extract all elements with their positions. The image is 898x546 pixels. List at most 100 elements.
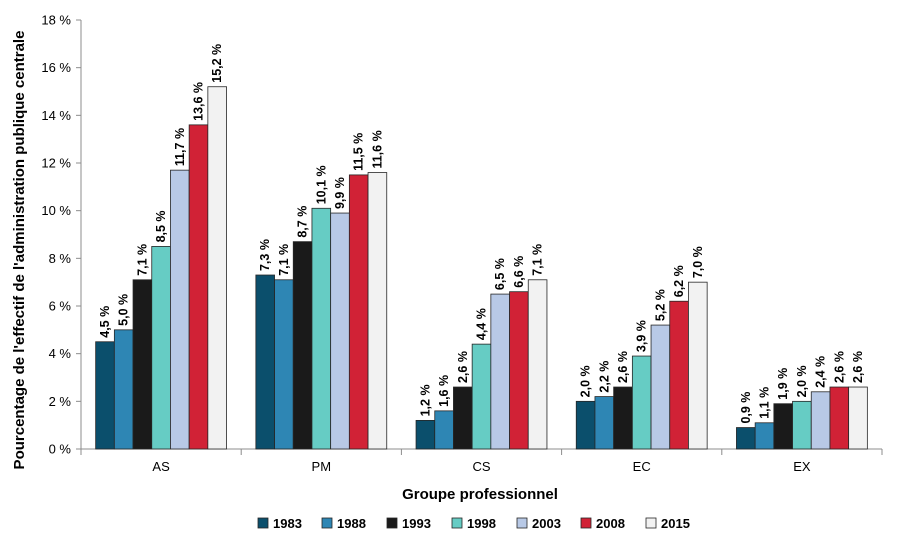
- y-tick-label: 14 %: [41, 108, 71, 123]
- bar-2008-EX: [829, 386, 850, 450]
- data-label: 6,6 %: [512, 256, 526, 288]
- y-tick-label: 12 %: [41, 156, 71, 171]
- data-label: 2,4 %: [814, 356, 828, 388]
- category-label: CS: [472, 459, 490, 474]
- bar-1998-EX: [792, 400, 812, 450]
- bar-2008-PM: [348, 174, 369, 450]
- bar-1993-EX: [773, 403, 793, 450]
- data-label: 2,6 %: [456, 351, 470, 383]
- bar-1998-PM: [311, 207, 332, 450]
- data-label: 2,6 %: [851, 351, 865, 383]
- bar-2003-EX: [810, 391, 831, 450]
- bar-2003-AS: [170, 169, 190, 450]
- data-label: 11,6 %: [370, 130, 384, 168]
- bar-2003-CS: [490, 293, 510, 450]
- data-label: 13,6 %: [192, 82, 206, 121]
- legend-label-2008: 2008: [596, 516, 625, 531]
- data-label: 7,1 %: [277, 244, 291, 276]
- data-label: 2,6 %: [832, 351, 846, 383]
- data-label: 1,9 %: [776, 368, 790, 400]
- bar-2015-AS: [207, 86, 227, 450]
- data-label: 7,1 %: [135, 244, 149, 276]
- data-label: 11,7 %: [173, 128, 187, 166]
- data-label: 0,9 %: [739, 392, 753, 424]
- legend-swatch-2003: [516, 517, 528, 529]
- y-axis-title: Pourcentage de l'effectif de l'administr…: [11, 31, 28, 470]
- legend-label-1998: 1998: [467, 516, 496, 531]
- y-tick-label: 4 %: [49, 346, 72, 361]
- legend-label-2015: 2015: [661, 516, 690, 531]
- bar-1993-EC: [613, 386, 633, 450]
- data-label: 7,3 %: [258, 239, 272, 271]
- y-tick-label: 8 %: [49, 251, 72, 266]
- bar-2003-PM: [330, 212, 350, 450]
- data-label: 3,9 %: [635, 320, 649, 352]
- data-label: 1,2 %: [418, 384, 432, 416]
- category-label: EX: [793, 459, 811, 474]
- legend: 1983 1988 1993 1998 2003 2008 2015: [257, 516, 690, 531]
- data-label: 4,5 %: [98, 306, 112, 338]
- bar-1988-EX: [754, 422, 775, 450]
- data-label: 7,0 %: [691, 246, 705, 278]
- legend-label-1983: 1983: [273, 516, 302, 531]
- y-tick-label: 16 %: [41, 60, 71, 75]
- legend-label-1993: 1993: [402, 516, 431, 531]
- legend-swatch-2015: [645, 517, 657, 529]
- bar-1988-AS: [113, 329, 134, 450]
- data-label: 5,0 %: [117, 294, 131, 326]
- y-tick-label: 18 %: [41, 13, 71, 28]
- data-label: 8,7 %: [296, 206, 310, 238]
- bar-2008-CS: [509, 291, 529, 450]
- y-tick-label: 0 %: [49, 442, 72, 457]
- bar-1993-AS: [132, 279, 153, 450]
- legend-swatch-1988: [321, 517, 333, 529]
- bar-2008-EC: [669, 300, 689, 450]
- bar-1998-AS: [151, 246, 171, 450]
- bar-1993-CS: [453, 386, 473, 450]
- data-label: 10,1 %: [314, 165, 328, 204]
- data-label: 8,5 %: [154, 210, 168, 242]
- x-axis-title: Groupe professionnel: [402, 486, 558, 503]
- legend-label-1988: 1988: [337, 516, 366, 531]
- bar-1988-PM: [274, 279, 294, 450]
- data-label: 11,5 %: [352, 133, 366, 171]
- data-label: 6,2 %: [672, 265, 686, 297]
- bar-1998-EC: [631, 355, 652, 450]
- bar-1983-PM: [255, 274, 275, 450]
- data-label: 6,5 %: [493, 258, 507, 290]
- y-tick-label: 10 %: [41, 203, 71, 218]
- category-label: PM: [312, 459, 332, 474]
- data-label: 2,6 %: [616, 351, 630, 383]
- bar-2015-PM: [367, 172, 388, 450]
- category-label: AS: [152, 459, 170, 474]
- bars: [95, 86, 868, 450]
- y-tick-label: 6 %: [49, 299, 72, 314]
- legend-swatch-2008: [580, 517, 592, 529]
- x-axis: AS PM CS EC EX: [80, 448, 883, 474]
- data-label: 1,6 %: [437, 375, 451, 407]
- data-label: 1,1 %: [758, 387, 772, 419]
- legend-swatch-1998: [451, 517, 463, 529]
- data-label: 7,1 %: [531, 244, 545, 276]
- bar-1983-EX: [736, 427, 756, 450]
- data-label: 4,4 %: [475, 308, 489, 340]
- bar-2003-EC: [650, 324, 671, 450]
- category-label: EC: [633, 459, 651, 474]
- data-label: 5,2 %: [653, 289, 667, 321]
- bar-1988-EC: [594, 396, 615, 450]
- legend-swatch-1993: [386, 517, 398, 529]
- bar-2008-AS: [188, 124, 209, 450]
- data-label: 15,2 %: [210, 44, 224, 83]
- data-labels: 4,5 % 7,3 % 1,2 % 2,0 % 0,9 % 5,0 % 7,1 % 1,6 %…: [98, 44, 865, 424]
- bar-2015-EX: [848, 386, 868, 450]
- y-tick-label: 2 %: [49, 394, 72, 409]
- bar-1983-CS: [415, 419, 436, 450]
- bar-1998-CS: [471, 343, 492, 450]
- bar-2015-EC: [688, 281, 708, 450]
- data-label: 2,2 %: [597, 361, 611, 393]
- bar-1993-PM: [292, 241, 313, 450]
- data-label: 2,0 %: [795, 365, 809, 397]
- legend-label-2003: 2003: [532, 516, 561, 531]
- bar-2015-CS: [527, 279, 548, 450]
